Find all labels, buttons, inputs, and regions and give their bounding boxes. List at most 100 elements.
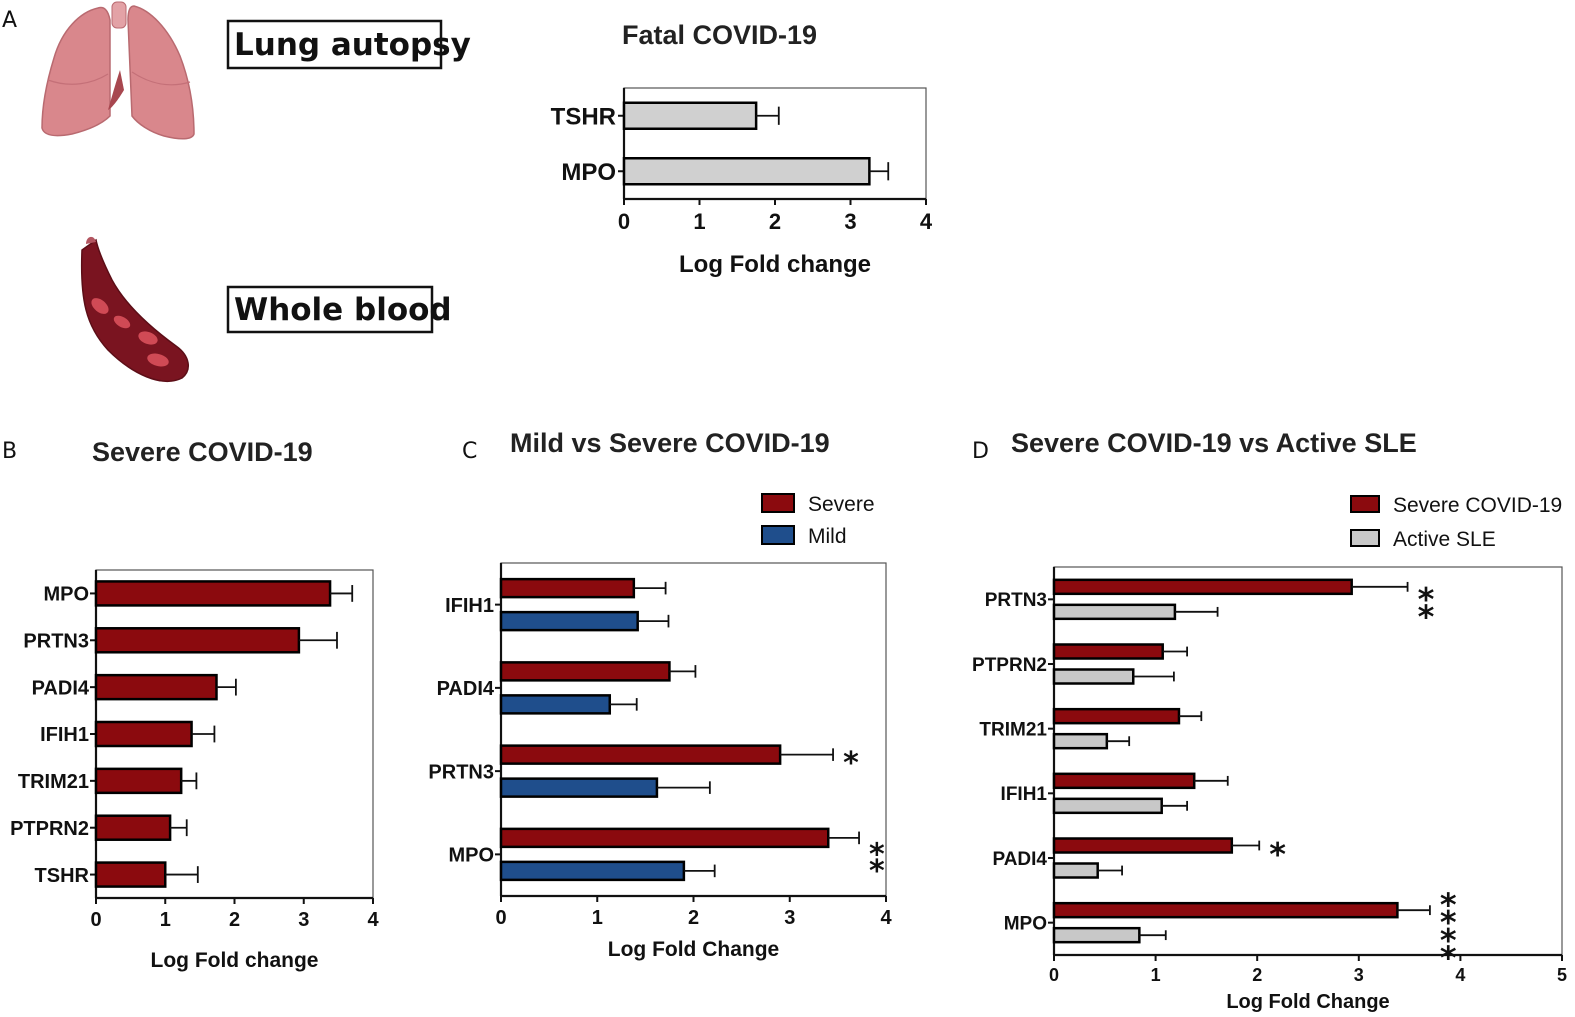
chart-d-title: Severe COVID-19 vs Active SLE	[1011, 428, 1417, 458]
chart-b-title: Severe COVID-19	[92, 437, 313, 467]
legend-d-label-severe: Severe COVID-19	[1393, 494, 1562, 517]
chart-b-bar-ifih1-0	[96, 722, 192, 746]
chart-c-xtick-label: 4	[880, 907, 892, 929]
chart-b-xtick-label: 4	[367, 909, 379, 931]
legend-d-swatch-sle	[1351, 530, 1379, 546]
chart-d-bar-prtn3-0	[1054, 580, 1352, 594]
chart-b-bar-ptprn2-0	[96, 816, 170, 840]
chart-d-xtick-label: 3	[1354, 965, 1364, 985]
chart-b-xtick-label: 1	[160, 909, 171, 931]
chart-c-xtick-label: 3	[784, 907, 795, 929]
legend-c-swatch-mild	[762, 526, 794, 544]
chart-d-bar-mpo-1	[1054, 928, 1139, 942]
chart-d-xtick-label: 1	[1151, 965, 1161, 985]
panel-letter-a: A	[2, 8, 17, 33]
chart-d-bar-ptprn2-0	[1054, 645, 1163, 659]
chart-c-bar-ifih1-0	[501, 579, 634, 597]
chart-c-significance-prtn3: *	[843, 746, 859, 781]
chart-c-significance-mpo: **	[869, 838, 885, 890]
chart-d-star: *	[1418, 598, 1435, 636]
chart-b-category-label: PTPRN2	[10, 818, 89, 840]
chart-d-category-label: PADI4	[992, 849, 1047, 870]
chart-b-bar-mpo-0	[96, 581, 330, 605]
chart-a-xtick-label: 1	[693, 209, 705, 234]
chart-b-category-label: MPO	[43, 584, 89, 606]
chart-d-bar-padi4-0	[1054, 839, 1232, 853]
chart-b-category-label: TRIM21	[18, 771, 89, 793]
legend-c-swatch-severe	[762, 494, 794, 512]
chart-b-xtick-label: 2	[229, 909, 240, 931]
lungs-icon	[42, 2, 194, 139]
chart-c-mild-vs-severe: 0 1 2 3 4 Log Fold Change IFIH1 PADI4 PRTN3 * MPO *…	[428, 563, 892, 961]
chart-a-bar-mpo-0	[624, 158, 869, 184]
chart-d-category-label: TRIM21	[979, 720, 1047, 741]
chart-c-category-label: IFIH1	[445, 595, 494, 617]
chart-d-xtick-label: 5	[1557, 965, 1567, 985]
chart-a-xtick-label: 4	[920, 209, 933, 234]
chart-d-star: *	[1269, 835, 1286, 873]
chart-d-significance-prtn3: **	[1418, 580, 1435, 636]
right-lung-icon	[128, 6, 194, 139]
chart-c-bar-mpo-0	[501, 829, 828, 847]
chart-d-bar-prtn3-1	[1054, 605, 1175, 619]
chart-d-category-label: IFIH1	[1001, 784, 1048, 805]
chart-c-bar-mpo-1	[501, 862, 684, 880]
chart-c-bar-ifih1-1	[501, 612, 638, 630]
chart-b-xtick-label: 3	[298, 909, 309, 931]
panel-letter-c: C	[462, 439, 477, 464]
legend-d: Severe COVID-19 Active SLE	[1351, 494, 1562, 551]
chart-c-xtick-label: 1	[592, 907, 603, 929]
chart-b-bar-prtn3-0	[96, 628, 299, 652]
chart-c-xtick-label: 2	[688, 907, 699, 929]
chart-c-star: *	[843, 746, 859, 781]
legend-d-swatch-severe	[1351, 496, 1379, 512]
chart-d-xtick-label: 2	[1252, 965, 1262, 985]
legend-c: Severe Mild	[762, 493, 875, 548]
chart-a-xtick-label: 0	[618, 209, 630, 234]
chart-b-bar-trim21-0	[96, 769, 181, 793]
whole-blood-label: Whole blood	[234, 292, 452, 328]
chart-d-star: *	[1440, 939, 1457, 977]
chart-c-bar-prtn3-0	[501, 746, 780, 764]
chart-b-xlabel: Log Fold change	[151, 949, 319, 972]
chart-a-bar-tshr-0	[624, 103, 756, 129]
chart-d-frame	[1054, 567, 1562, 955]
chart-d-category-label: MPO	[1004, 914, 1047, 935]
chart-b-bar-padi4-0	[96, 675, 216, 699]
chart-d-bar-mpo-0	[1054, 903, 1397, 917]
legend-d-label-sle: Active SLE	[1393, 528, 1496, 551]
chart-d-xtick-label: 4	[1455, 965, 1465, 985]
chart-d-bar-padi4-1	[1054, 864, 1098, 878]
chart-d-category-label: PTPRN2	[972, 655, 1047, 676]
chart-c-bar-padi4-1	[501, 695, 610, 713]
chart-a-title: Fatal COVID-19	[622, 20, 817, 50]
chart-a-xtick-label: 3	[844, 209, 856, 234]
chart-d-significance-mpo: ****	[1440, 886, 1457, 977]
chart-c-xlabel: Log Fold Change	[608, 938, 779, 961]
figure-canvas: A B C D Lung autopsy Whole blood Fatal C…	[0, 0, 1575, 1017]
chart-d-xlabel: Log Fold Change	[1226, 991, 1389, 1013]
chart-b-severe-covid: 0 1 2 3 4 Log Fold change MPO PRTN3 PADI4 IFIH1 TR…	[10, 570, 379, 972]
left-lung-icon	[42, 8, 110, 136]
chart-c-bar-padi4-0	[501, 662, 669, 680]
chart-b-category-label: IFIH1	[40, 724, 89, 746]
chart-c-bar-prtn3-1	[501, 779, 657, 797]
chart-d-category-label: PRTN3	[985, 590, 1047, 611]
chart-d-bar-ptprn2-1	[1054, 670, 1133, 684]
chart-d-bar-trim21-0	[1054, 709, 1179, 723]
chart-b-category-label: PRTN3	[23, 630, 89, 652]
chart-c-category-label: PADI4	[437, 678, 495, 700]
chart-c-xtick-label: 0	[495, 907, 506, 929]
legend-c-label-severe: Severe	[808, 493, 875, 516]
chart-a-xtick-label: 2	[769, 209, 781, 234]
chart-a-category-label: TSHR	[551, 103, 616, 130]
chart-b-bar-tshr-0	[96, 863, 165, 887]
chart-d-significance-padi4: *	[1269, 835, 1286, 873]
legend-c-label-mild: Mild	[808, 525, 847, 548]
panel-letter-b: B	[2, 439, 17, 464]
chart-c-title: Mild vs Severe COVID-19	[510, 428, 830, 458]
chart-c-star: *	[869, 854, 885, 889]
lung-autopsy-label: Lung autopsy	[234, 27, 471, 63]
blood-vessel-icon	[82, 237, 189, 381]
